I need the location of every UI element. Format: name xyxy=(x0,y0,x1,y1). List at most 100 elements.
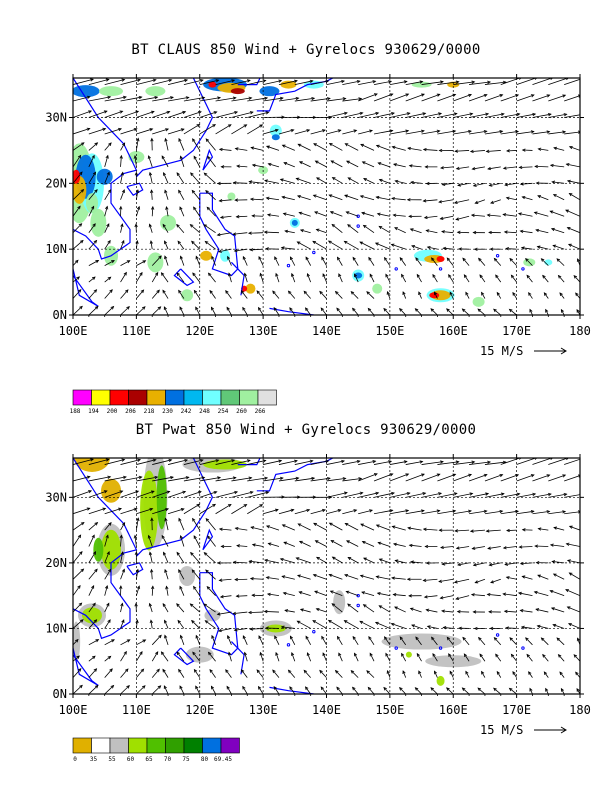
wind-arrow xyxy=(490,199,501,204)
wind-arrow xyxy=(342,129,357,135)
wind-arrow-head xyxy=(487,546,492,550)
wind-arrow-head xyxy=(256,669,260,674)
wind-arrow xyxy=(192,272,201,283)
wind-arrow-head xyxy=(166,110,171,114)
wind-arrow xyxy=(264,559,280,564)
wind-arrow xyxy=(449,671,454,678)
wind-arrow-head xyxy=(502,166,507,170)
wind-arrow-head xyxy=(256,290,260,294)
wind-arrow-head xyxy=(312,620,317,624)
wind-arrow xyxy=(462,257,470,266)
wind-arrow-head xyxy=(156,668,160,673)
wind-arrow-head xyxy=(336,686,340,691)
wind-arrow xyxy=(203,603,216,613)
wind-arrow xyxy=(575,671,580,678)
wind-arrow-head xyxy=(119,534,123,539)
wind-arrow xyxy=(179,586,185,596)
wind-arrow-head xyxy=(446,257,451,262)
wind-arrow-head xyxy=(517,212,522,216)
wind-arrow xyxy=(441,610,454,613)
wind-arrow xyxy=(553,527,565,531)
wind-arrow-head xyxy=(205,569,209,574)
wind-arrow-head xyxy=(133,128,138,132)
wind-arrow-head xyxy=(294,79,298,83)
wind-arrow-head xyxy=(134,223,138,228)
wind-arrow-head xyxy=(322,652,326,657)
wind-arrow-head xyxy=(369,129,374,133)
wind-arrow-head xyxy=(243,651,247,656)
coastline xyxy=(269,307,314,315)
wind-arrow-head xyxy=(265,111,270,115)
wind-arrow-head xyxy=(534,78,538,80)
wind-arrow-head xyxy=(537,195,542,199)
wind-arrow xyxy=(244,273,248,283)
wind-arrow xyxy=(567,559,580,564)
wind-arrow xyxy=(251,526,264,531)
wind-arrow xyxy=(399,636,407,646)
wind-arrow-head xyxy=(105,205,109,210)
wind-arrow-head xyxy=(366,670,370,674)
wind-arrow-head xyxy=(140,668,145,673)
wind-arrow xyxy=(358,473,378,482)
wind-arrow xyxy=(305,686,311,694)
wind-arrow xyxy=(204,552,216,564)
wind-arrow xyxy=(258,256,264,266)
wind-arrow xyxy=(532,458,553,465)
wind-arrow xyxy=(263,460,282,465)
wind-arrow xyxy=(358,492,379,498)
wind-arrow xyxy=(203,224,216,234)
wind-arrow-head xyxy=(515,130,520,134)
wind-arrow-head xyxy=(488,230,492,235)
wind-arrow-head xyxy=(516,492,521,496)
wind-arrow xyxy=(500,474,519,482)
wind-arrow-head xyxy=(107,189,112,193)
wind-arrow-head xyxy=(463,653,468,658)
wind-arrow-head xyxy=(76,655,81,660)
wind-arrow-head xyxy=(213,490,218,495)
wind-arrow xyxy=(525,637,533,646)
wind-arrow-head xyxy=(515,474,520,478)
wind-arrow xyxy=(88,619,97,629)
wind-arrow-head xyxy=(240,290,245,294)
wind-arrow-head xyxy=(493,308,497,313)
wind-arrow xyxy=(516,458,537,465)
colorbar-label: 260 xyxy=(236,408,247,415)
wind-arrow xyxy=(503,214,517,217)
wind-arrow xyxy=(579,480,580,481)
wind-arrow-head xyxy=(499,473,504,478)
wind-arrow-head xyxy=(343,620,348,624)
wind-arrow xyxy=(195,635,201,645)
wind-arrow xyxy=(442,182,454,186)
wind-arrow xyxy=(329,194,343,201)
lat-label: 30N xyxy=(45,490,67,504)
wind-arrow xyxy=(294,460,313,465)
wind-arrow-head xyxy=(242,685,246,690)
wind-arrow-head xyxy=(369,509,374,513)
wind-arrow-head xyxy=(199,79,204,83)
wind-arrow-head xyxy=(499,130,504,134)
wind-arrow xyxy=(512,292,517,299)
wind-arrow xyxy=(152,128,169,135)
wind-arrow xyxy=(248,232,264,234)
wind-arrow xyxy=(313,574,327,580)
wind-arrow xyxy=(263,509,279,515)
wind-arrow xyxy=(305,636,312,646)
wind-arrow xyxy=(342,98,362,102)
wind-arrow xyxy=(330,160,343,168)
wind-arrow-head xyxy=(155,651,159,655)
wind-arrow-head xyxy=(563,113,568,117)
wind-arrow-head xyxy=(336,256,341,261)
wind-arrow-head xyxy=(106,602,110,607)
wind-arrow xyxy=(151,586,154,596)
wind-arrow-head xyxy=(290,508,295,512)
wind-arrow xyxy=(423,528,438,531)
wind-arrow-head xyxy=(391,525,396,529)
wind-arrow xyxy=(389,492,410,498)
wind-arrow xyxy=(431,257,438,266)
wind-arrow xyxy=(567,227,580,234)
wind-arrow-head xyxy=(190,551,194,556)
wind-arrow-head xyxy=(234,198,239,202)
wind-arrow xyxy=(430,308,438,315)
wind-arrow-head xyxy=(549,163,554,168)
wind-arrow-head xyxy=(118,507,122,511)
